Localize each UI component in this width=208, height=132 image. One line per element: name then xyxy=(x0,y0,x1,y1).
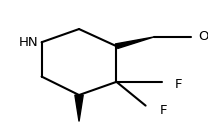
Polygon shape xyxy=(75,95,83,121)
Text: HN: HN xyxy=(19,36,38,49)
Text: F: F xyxy=(175,78,182,91)
Text: F: F xyxy=(160,104,168,117)
Text: OH: OH xyxy=(199,30,208,43)
Polygon shape xyxy=(115,37,154,48)
